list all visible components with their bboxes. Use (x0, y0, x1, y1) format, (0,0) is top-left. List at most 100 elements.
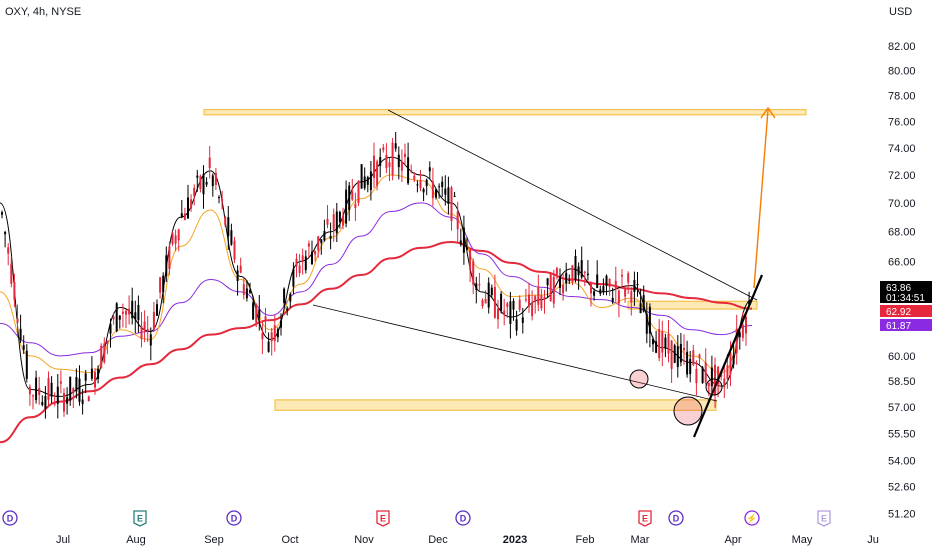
candle (741, 311, 744, 342)
candle (577, 262, 580, 290)
y-tick-label: 57.00 (888, 402, 916, 414)
candle (103, 337, 106, 364)
candle (252, 295, 255, 320)
candle (357, 180, 360, 206)
svg-text:D: D (231, 514, 238, 524)
support-zone[interactable] (274, 399, 717, 411)
event-marker[interactable]: ⚡ (744, 510, 760, 526)
pivot-circle[interactable] (629, 369, 649, 389)
candle (59, 370, 62, 394)
candle (168, 241, 171, 276)
svg-text:⚡: ⚡ (746, 513, 757, 525)
candle (283, 287, 286, 309)
candle (205, 177, 208, 188)
candle (515, 310, 518, 336)
svg-text:D: D (7, 514, 14, 524)
lower-trendline[interactable] (312, 304, 718, 402)
breakout-zone[interactable] (627, 300, 758, 310)
candle (264, 307, 267, 334)
svg-text:61.87: 61.87 (886, 321, 911, 332)
candle (146, 316, 149, 342)
candle (187, 184, 189, 219)
event-marker[interactable]: D (2, 510, 18, 526)
candle (329, 222, 332, 250)
event-marker[interactable]: D (668, 510, 684, 526)
candle (125, 309, 127, 329)
candle (521, 307, 524, 334)
candle (534, 294, 537, 314)
candle (686, 340, 689, 378)
candle (574, 249, 577, 283)
candle (586, 260, 589, 281)
candle (38, 376, 41, 405)
event-marker[interactable]: E (638, 510, 652, 527)
candle (314, 250, 317, 262)
candle (224, 215, 227, 227)
candle (41, 395, 44, 407)
candle (528, 282, 530, 313)
candle (679, 332, 682, 367)
candle (453, 192, 456, 198)
svg-text:D: D (673, 514, 680, 524)
event-marker[interactable]: D (226, 510, 242, 526)
candle (689, 350, 692, 383)
x-tick-label: Nov (354, 534, 374, 546)
y-tick-label: 51.20 (888, 508, 916, 520)
candle (162, 272, 165, 304)
svg-text:E: E (821, 514, 827, 524)
event-marker[interactable]: D (455, 510, 471, 526)
candle (552, 269, 555, 308)
projection-arrow[interactable] (753, 109, 769, 289)
candle (335, 202, 338, 243)
candle (159, 276, 162, 299)
price-tag: 61.87 (880, 319, 932, 332)
projection-arrow-head (760, 106, 776, 119)
candle (543, 289, 546, 314)
candle (106, 340, 109, 355)
candle (391, 137, 394, 181)
pivot-circle[interactable] (673, 396, 703, 426)
candle (25, 344, 28, 383)
candle (109, 318, 112, 348)
candle (385, 143, 388, 174)
event-marker[interactable]: E (133, 510, 147, 527)
upper-trendline[interactable] (387, 109, 758, 301)
candle (301, 248, 304, 275)
candle (723, 365, 726, 398)
candle (407, 142, 410, 185)
pivot-circle[interactable] (705, 378, 723, 396)
candle (131, 287, 134, 325)
event-marker[interactable]: E (817, 510, 831, 527)
candle (555, 266, 558, 280)
candle (332, 208, 335, 242)
candle (469, 247, 472, 282)
candle (239, 257, 242, 274)
y-tick-label: 68.00 (888, 227, 916, 239)
candle (431, 167, 434, 207)
candle (512, 298, 515, 321)
candle (484, 290, 487, 304)
candle (645, 302, 648, 344)
candle (10, 256, 13, 288)
candle (524, 288, 527, 303)
support-trendline[interactable] (692, 274, 764, 438)
candle (493, 274, 496, 319)
candle (242, 277, 245, 300)
candle (351, 178, 354, 201)
event-marker[interactable]: E (376, 510, 390, 527)
candle (735, 314, 738, 365)
candle (90, 356, 93, 381)
candle (435, 188, 437, 200)
candle (617, 289, 620, 318)
y-tick-label: 76.00 (888, 116, 916, 128)
y-tick-label: 78.00 (888, 91, 916, 103)
candle (596, 260, 599, 289)
candle (208, 145, 211, 179)
x-tick-label: Dec (428, 534, 448, 546)
candle (546, 277, 549, 298)
candle (518, 295, 521, 313)
resistance-zone[interactable] (203, 109, 807, 116)
candle (152, 301, 155, 333)
candle (630, 287, 633, 316)
